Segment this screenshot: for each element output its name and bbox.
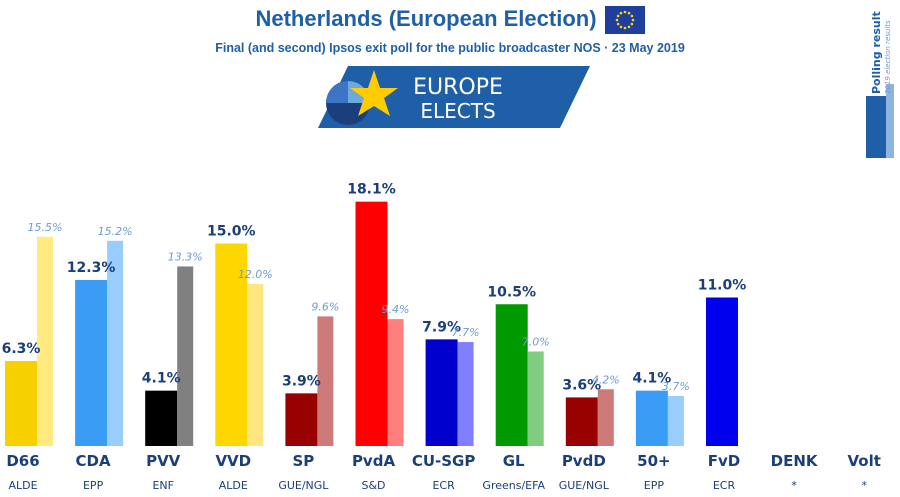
category-label-cda: CDA [76,452,111,470]
category-label-pvda: PvdA [352,452,396,470]
category-label-50+: 50+ [637,452,670,470]
badge-title: Polling result [870,11,883,94]
previous-label-sp: 9.6% [311,300,339,313]
logo-line2: ELECTS [420,99,495,123]
bar-pvv-previous [177,266,194,446]
bar-d66-result [5,360,37,446]
category-label-denk: DENK [771,452,819,470]
previous-label-gl: 7.0% [522,336,550,349]
badge-sub: 2019 election results [884,20,892,94]
bar-pvdd-result [565,397,598,446]
bar-pvdd-previous [597,389,614,446]
bar-pvv-result [145,390,178,446]
previous-label-d66: 15.5% [28,221,63,234]
value-label-cu-sgp: 7.9% [422,319,461,335]
previous-label-pvda: 9.4% [382,303,410,316]
value-label-cda: 12.3% [67,260,116,276]
group-label-cda: EPP [83,479,104,492]
previous-label-pvv: 13.3% [168,250,203,263]
bar-50+-previous [667,396,684,446]
chart-subtitle: Final (and second) Ipsos exit poll for t… [215,41,685,55]
bar-cu-sgp-previous [457,342,474,446]
group-label-d66: ALDE [8,479,37,492]
group-label-fvd: ECR [713,479,736,492]
europe-elects-logo: EUROPE ELECTS [318,66,590,128]
logo-line1: EUROPE [413,75,503,100]
group-label-volt: * [861,479,867,492]
value-label-pvv: 4.1% [142,371,181,387]
group-label-50+: EPP [644,479,665,492]
value-label-sp: 3.9% [282,373,321,389]
previous-label-cu-sgp: 7.7% [452,326,480,339]
category-label-sp: SP [293,452,315,470]
value-label-50+: 4.1% [632,371,671,387]
category-label-fvd: FvD [708,452,740,470]
category-label-gl: GL [503,452,525,470]
category-label-cu-sgp: CU-SGP [412,452,476,470]
group-label-cu-sgp: ECR [432,479,455,492]
bar-pvda-previous [387,319,404,446]
category-label-volt: Volt [847,452,880,470]
bar-vvd-previous [247,284,264,446]
bar-d66-previous [37,236,53,446]
eu-flag-icon [604,6,645,35]
value-label-fvd: 11.0% [698,278,747,294]
value-label-pvdd: 3.6% [562,377,601,393]
bar-cu-sgp-result [425,339,458,446]
group-label-pvda: S&D [361,479,385,492]
group-label-vvd: ALDE [219,479,248,492]
bar-gl-result [495,304,528,446]
previous-label-pvdd: 4.2% [592,373,620,386]
bar-sp-previous [317,316,334,446]
bar-pvda-result [355,201,388,446]
bar-cda-result [75,279,108,446]
category-label-d66: D66 [6,452,39,470]
group-label-pvdd: GUE/NGL [559,479,610,492]
category-label-pvv: PVV [146,452,181,470]
chart-title: Netherlands (European Election) [0,6,900,35]
value-label-d66: 6.3% [2,341,41,357]
previous-label-vvd: 12.0% [238,268,273,281]
previous-label-50+: 3.7% [662,380,690,393]
previous-label-cda: 15.2% [98,225,133,238]
eu-stars-icon [615,10,634,30]
bar-sp-result [285,393,318,446]
bar-gl-previous [527,351,544,446]
group-label-denk: * [791,479,797,492]
group-label-pvv: ENF [152,479,174,492]
value-label-gl: 10.5% [487,284,536,300]
bar-cda-previous [107,240,124,446]
category-label-vvd: VVD [215,452,251,470]
polling-result-badge: Polling result 2019 election results [864,4,898,159]
value-label-vvd: 15.0% [207,224,256,240]
bar-50+-result [635,390,668,446]
group-label-sp: GUE/NGL [278,479,329,492]
title-text: Netherlands (European Election) [255,6,597,31]
value-label-pvda: 18.1% [347,182,396,198]
category-label-pvdd: PvdD [562,452,606,470]
bar-fvd-result [706,297,738,446]
bar-vvd-result [215,243,248,446]
group-label-gl: Greens/EFA [482,479,545,492]
